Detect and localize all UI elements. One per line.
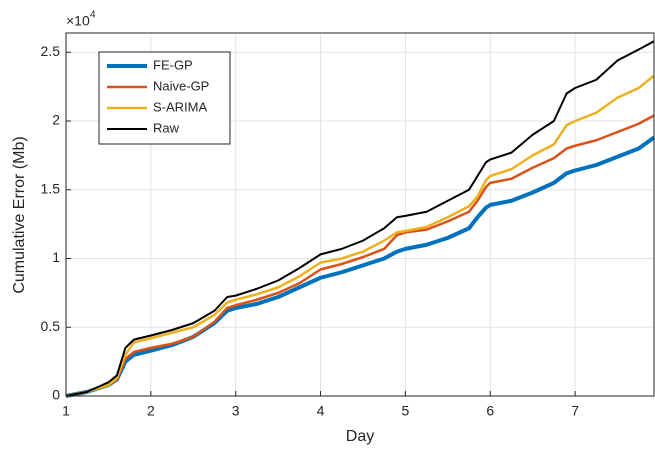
plot-frame	[65, 32, 655, 397]
x-tick-label: 4	[317, 403, 325, 419]
x-tick-label: 6	[486, 403, 494, 419]
y-tick-label: 2.5	[41, 43, 61, 59]
series-line	[65, 135, 655, 398]
x-tick-label: 5	[401, 403, 409, 419]
y-tick-label: 0.5	[41, 318, 61, 334]
legend-label: FE-GP	[153, 57, 193, 72]
legend-label: S-ARIMA	[153, 99, 208, 114]
legend-label: Raw	[153, 120, 180, 135]
y-tick-label: 2	[52, 112, 60, 128]
x-axis-label: Day	[346, 428, 374, 445]
series-line	[65, 74, 655, 398]
y-tick-label: 1	[52, 249, 60, 265]
y-multiplier-base: ×10	[66, 13, 90, 29]
x-tick-label: 1	[62, 403, 70, 419]
x-tick-label: 7	[571, 403, 579, 419]
y-tick-label: 1.5	[41, 180, 61, 196]
legend-label: Naive-GP	[153, 78, 209, 93]
y-axis-label: Cumulative Error (Mb)	[11, 136, 28, 293]
x-tick-label: 2	[147, 403, 155, 419]
x-tick-label: 3	[232, 403, 240, 419]
y-multiplier-power: 4	[90, 10, 96, 21]
series-line	[65, 40, 655, 397]
series-line	[65, 114, 655, 398]
y-tick-label: 0	[52, 387, 60, 403]
